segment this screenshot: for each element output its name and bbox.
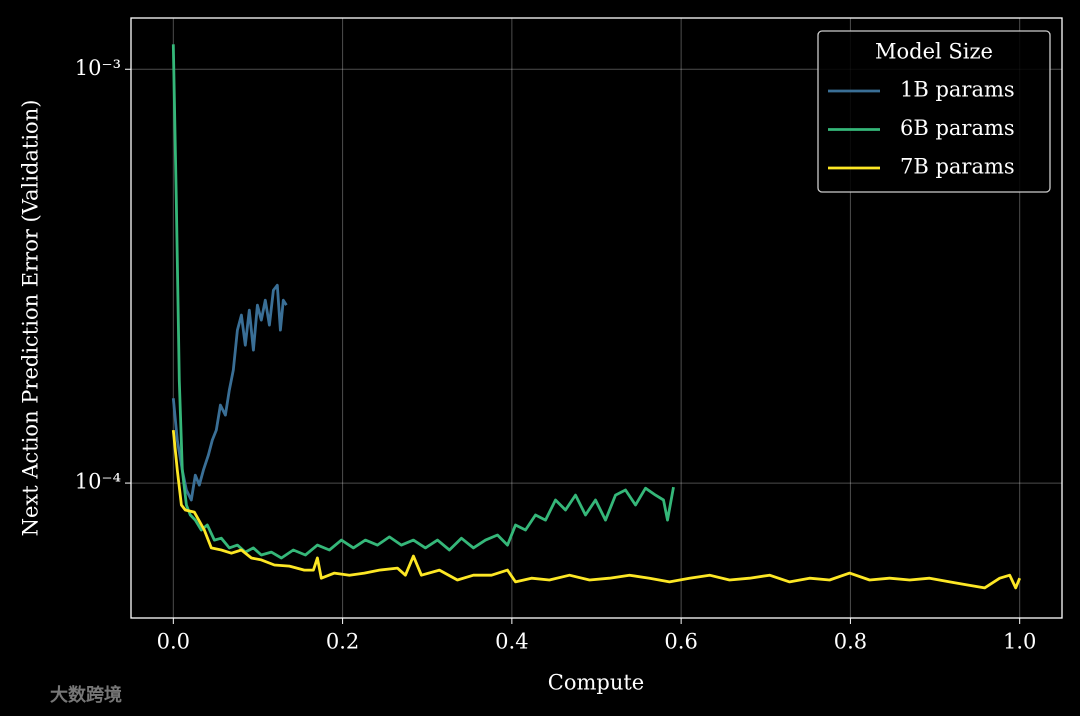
y-tick-label: 10⁻⁴	[75, 470, 121, 494]
x-tick-label: 0.4	[495, 630, 528, 654]
y-axis-label: Next Action Prediction Error (Validation…	[19, 100, 43, 537]
x-tick-label: 0.6	[664, 630, 697, 654]
plot-frame	[130, 17, 1063, 619]
x-axis-label: Compute	[548, 671, 644, 695]
x-tick-label: 0.8	[834, 630, 867, 654]
series-line	[171, 44, 675, 560]
series-line	[171, 429, 1021, 590]
legend-label: 1B params	[900, 78, 1015, 102]
x-tick-label: 0.2	[326, 630, 359, 654]
watermark: 大数跨境	[50, 684, 122, 706]
series-line	[171, 283, 288, 502]
legend-title: Model Size	[875, 40, 993, 64]
y-tick-label: 10⁻³	[75, 56, 121, 80]
legend-box	[817, 30, 1051, 193]
x-tick-label: 0.0	[157, 630, 190, 654]
legend-label: 6B params	[900, 116, 1015, 140]
x-tick-label: 1.0	[1003, 630, 1036, 654]
legend-label: 7B params	[900, 155, 1015, 179]
